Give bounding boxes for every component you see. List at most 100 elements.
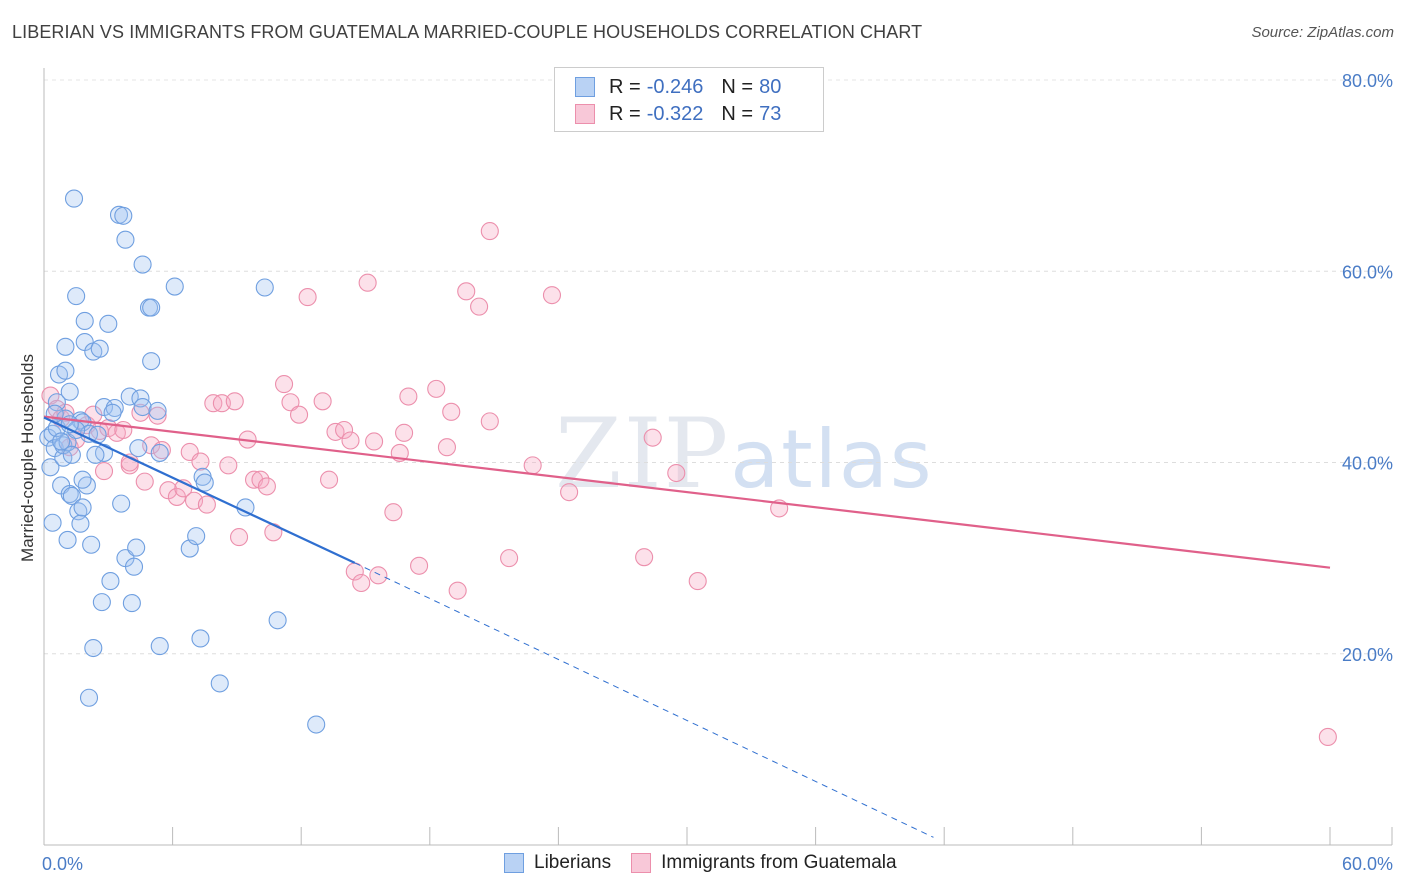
trend-lines (43, 415, 1331, 838)
guatemala-point (290, 405, 309, 424)
bottom-legend-label: Liberians (534, 852, 612, 873)
guatemala-point (114, 420, 133, 440)
watermark-atlas: atlas (730, 413, 934, 506)
liberian-point (195, 473, 214, 492)
guatemala-point (457, 282, 476, 301)
guatemala-point (369, 566, 388, 585)
guatemala-point (643, 428, 662, 447)
guatemala-point (688, 572, 707, 591)
guatemala-point (395, 423, 414, 442)
liberian-point (103, 403, 122, 422)
y-tick-label: 80.0% (1342, 71, 1393, 91)
liberian-point (75, 311, 94, 331)
guatemala-point (480, 222, 499, 241)
chart-title: LIBERIAN VS IMMIGRANTS FROM GUATEMALA MA… (12, 22, 923, 42)
guatemala-trend-line (43, 415, 1331, 569)
legend-row-liberians: R = -0.246 N = 80 (575, 74, 781, 100)
legend-row-guatemala: R = -0.322 N = 73 (575, 101, 781, 127)
legend-r-value: -0.246 (646, 75, 704, 98)
liberian-point (187, 527, 206, 546)
bottom-legend-guatemala[interactable]: Immigrants from Guatemala (631, 852, 897, 874)
liberian-point (114, 206, 133, 225)
watermark-zip: ZIP (555, 398, 731, 510)
liberian-point (79, 688, 99, 707)
liberians-swatch (504, 853, 524, 873)
liberian-point (56, 361, 75, 380)
guatemala-point (523, 456, 542, 475)
liberian-point (268, 611, 287, 630)
bottom-legend-liberians[interactable]: Liberians (504, 852, 611, 874)
liberian-point (60, 382, 79, 401)
liberian-point (67, 287, 86, 306)
liberian-point (150, 443, 169, 462)
guatemala-point (257, 477, 276, 496)
guatemala-point (251, 470, 270, 489)
legend-r-label: R = (609, 102, 641, 125)
guatemala-point (281, 393, 300, 412)
legend-n-label: N = (721, 102, 754, 125)
liberian-points (39, 189, 326, 734)
guatemala-point (358, 273, 377, 292)
guatemala-point (335, 420, 354, 440)
x-tick-label: 60.0% (1342, 854, 1393, 874)
guatemala-swatch (631, 853, 652, 873)
guatemala-point (298, 288, 317, 307)
liberian-point (210, 674, 229, 693)
liberian-point (150, 637, 169, 656)
liberian-point (122, 594, 141, 613)
guatemala-point (427, 379, 446, 398)
liberian-point (112, 494, 131, 513)
guatemala-point (320, 470, 339, 489)
guatemala-point (152, 441, 171, 460)
guatemala-point (542, 286, 562, 305)
liberian-point (84, 638, 103, 658)
watermark: ZIPatlas (555, 398, 934, 510)
guatemala-point (667, 463, 686, 483)
legend-n-label: N = (721, 75, 754, 98)
liberian-point (47, 393, 66, 412)
guatemala-point (225, 392, 244, 411)
guatemala-points (41, 222, 1337, 746)
y-tick-label: 40.0% (1342, 454, 1393, 474)
guatemala-point (442, 402, 461, 421)
liberian-point (99, 314, 118, 333)
guatemala-point (480, 412, 499, 431)
legend-r-value: -0.322 (646, 102, 704, 125)
liberian-point (116, 230, 135, 249)
liberian-point (307, 715, 326, 734)
y-tick-label: 60.0% (1342, 262, 1393, 282)
liberian-trend-line (43, 416, 356, 564)
guatemala-point (264, 523, 283, 542)
liberian-point (90, 339, 109, 358)
liberian-point (92, 593, 111, 612)
liberian-trend-extension (354, 562, 934, 838)
guatemala-swatch (575, 104, 595, 124)
x-tick-label: 0.0% (42, 854, 83, 874)
liberian-point (82, 535, 101, 554)
liberian-point (52, 432, 71, 451)
guatemala-point (191, 452, 210, 471)
guatemala-point (135, 472, 154, 491)
liberian-point (165, 277, 184, 296)
axis-labels: 20.0% 40.0% 60.0% 80.0% 0.0% 60.0% Married-cou… (18, 71, 1393, 874)
guatemala-point (229, 528, 249, 547)
guatemala-point (500, 549, 519, 568)
guatemala-point (399, 387, 418, 406)
y-tick-label: 20.0% (1342, 645, 1393, 665)
guatemala-point (197, 495, 216, 514)
grid-lines (44, 79, 1392, 655)
source-label: Source: ZipAtlas.com (1251, 24, 1394, 41)
guatemala-point (275, 375, 294, 394)
liberian-point (142, 352, 161, 371)
liberian-point (41, 458, 60, 477)
y-axis-title: Married-couple Households (18, 354, 37, 562)
liberian-point (73, 498, 92, 517)
bottom-legend: Liberians Immigrants from Guatemala (504, 852, 917, 874)
axes (43, 68, 1393, 846)
liberian-point (62, 486, 81, 506)
guatemala-point (365, 432, 384, 451)
liberian-point (56, 337, 75, 356)
liberian-point (43, 513, 62, 532)
bottom-legend-label: Immigrants from Guatemala (661, 852, 897, 873)
